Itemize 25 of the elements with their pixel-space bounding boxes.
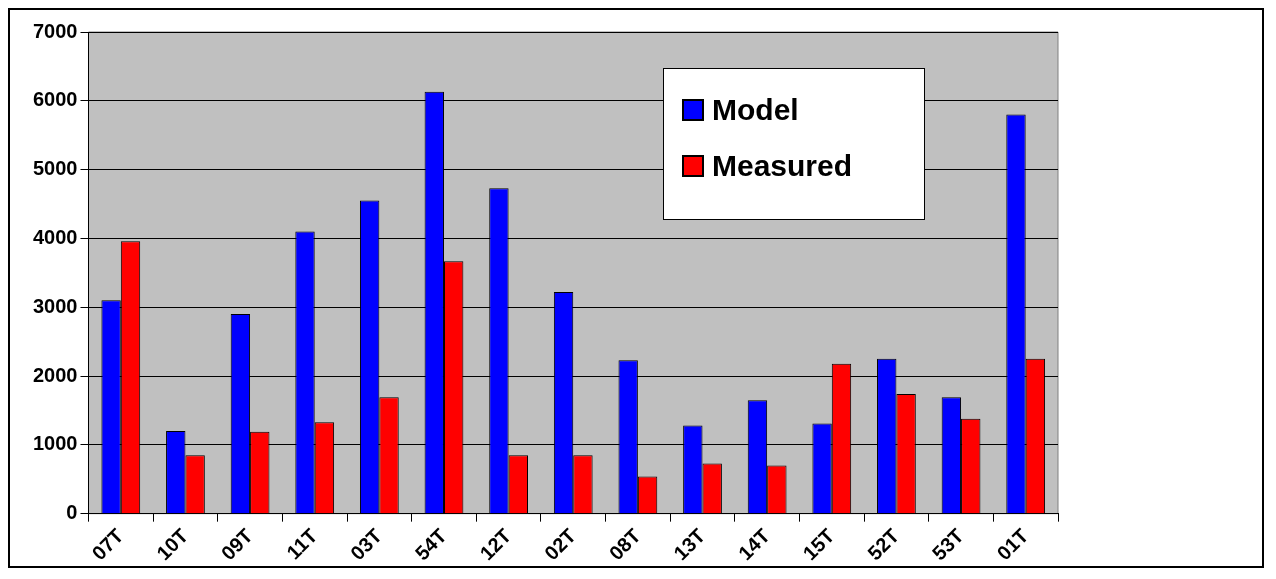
- x-tick-label: 13T: [669, 524, 710, 565]
- x-tick-label: 09T: [216, 524, 257, 565]
- legend-label: Measured: [712, 149, 853, 183]
- x-tick-label: 07T: [87, 524, 128, 565]
- x-tick-label: 01T: [992, 524, 1033, 565]
- y-tick-label: 3000: [32, 294, 78, 317]
- x-tick-label: 03T: [346, 524, 387, 565]
- x-tick-label: 15T: [798, 524, 839, 565]
- x-tick-label: 53T: [927, 524, 968, 565]
- y-tick-label: 6000: [32, 88, 78, 111]
- x-tick-label: 08T: [604, 524, 645, 565]
- y-tick-label: 5000: [32, 157, 78, 180]
- x-tick-label: 54T: [410, 524, 451, 565]
- x-tick-label: 02T: [540, 524, 580, 565]
- x-tick-label: 14T: [733, 524, 774, 565]
- y-tick-label: 2000: [32, 363, 78, 386]
- x-tick-label: 10T: [152, 524, 193, 565]
- x-tick-label: 12T: [475, 524, 516, 565]
- y-tick-label: 7000: [32, 19, 78, 42]
- y-tick-label: 4000: [32, 225, 78, 248]
- x-tick-label: 11T: [282, 524, 322, 564]
- legend-label: Model: [712, 93, 799, 127]
- y-tick-label: 0: [66, 501, 78, 524]
- y-tick-label: 1000: [32, 432, 78, 455]
- x-tick-label: 52T: [863, 524, 904, 565]
